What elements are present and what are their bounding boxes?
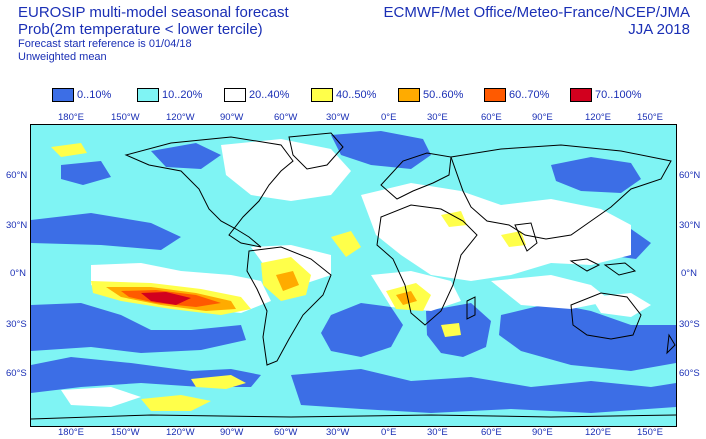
lat-tick-right: 0°N <box>681 268 697 279</box>
lon-tick-bottom: 150°E <box>637 427 663 438</box>
legend-swatch <box>398 88 420 102</box>
legend-swatch <box>52 88 74 102</box>
lon-tick-top: 30°W <box>326 112 350 123</box>
legend-item-4: 50..60% <box>398 88 463 102</box>
probability-map <box>30 124 677 427</box>
legend-item-5: 60..70% <box>484 88 549 102</box>
lon-tick-bottom: 120°E <box>585 427 611 438</box>
lat-tick-left: 60°N <box>6 170 28 181</box>
legend-item-6: 70..100% <box>570 88 641 102</box>
lon-tick-bottom: 90°W <box>220 427 244 438</box>
lat-tick-right: 30°S <box>679 319 700 330</box>
lon-tick-top: 30°E <box>427 112 448 123</box>
header-left: EUROSIP multi-model seasonal forecast Pr… <box>18 4 289 64</box>
coastlines <box>31 132 676 420</box>
lat-tick-right: 30°N <box>679 220 701 231</box>
lat-tick-left: 30°N <box>6 220 28 231</box>
title-line-2: Prob(2m temperature < lower tercile) <box>18 21 263 38</box>
header-right: ECMWF/Met Office/Meteo-France/NCEP/JMA J… <box>384 4 690 38</box>
lon-tick-top: 150°W <box>111 112 140 123</box>
legend-item-1: 10..20% <box>137 88 202 102</box>
lat-tick-right: 60°N <box>679 170 701 181</box>
low-prob-regions <box>31 131 676 413</box>
lon-tick-bottom: 180°E <box>58 427 84 438</box>
lon-tick-bottom: 60°W <box>274 427 298 438</box>
lat-tick-right: 60°S <box>679 368 700 379</box>
legend-item-2: 20..40% <box>224 88 289 102</box>
color-legend: 0..10% 10..20% 20..40% 40..50% 50..60% 6… <box>0 88 706 104</box>
legend-swatch <box>484 88 506 102</box>
lat-tick-left: 30°S <box>6 319 27 330</box>
lon-tick-top: 150°E <box>637 112 663 123</box>
lon-tick-top: 60°W <box>274 112 298 123</box>
lat-tick-left: 0°N <box>10 268 26 279</box>
lon-tick-bottom: 150°W <box>111 427 140 438</box>
legend-label: 60..70% <box>509 89 550 101</box>
legend-label: 0..10% <box>77 89 112 101</box>
lon-tick-top: 120°W <box>166 112 195 123</box>
agencies-text: ECMWF/Met Office/Meteo-France/NCEP/JMA <box>383 4 690 21</box>
legend-label: 20..40% <box>249 89 290 101</box>
legend-label: 10..20% <box>162 89 203 101</box>
lon-tick-top: 0°E <box>381 112 397 123</box>
lon-tick-top: 60°E <box>481 112 502 123</box>
lon-tick-bottom: 30°W <box>326 427 350 438</box>
lon-tick-bottom: 120°W <box>166 427 195 438</box>
map-canvas <box>31 125 676 426</box>
lon-tick-bottom: 60°E <box>481 427 502 438</box>
legend-item-0: 0..10% <box>52 88 111 102</box>
lon-tick-top: 90°E <box>532 112 553 123</box>
legend-label: 70..100% <box>595 89 642 101</box>
forecast-start-text: Forecast start reference is 01/04/18 <box>18 38 192 50</box>
lon-tick-top: 120°E <box>585 112 611 123</box>
lon-tick-top: 180°E <box>58 112 84 123</box>
legend-swatch <box>570 88 592 102</box>
lat-tick-left: 60°S <box>6 368 27 379</box>
title-line-1: EUROSIP multi-model seasonal forecast <box>18 4 289 21</box>
legend-swatch <box>224 88 246 102</box>
lon-tick-bottom: 0°E <box>381 427 397 438</box>
legend-label: 50..60% <box>423 89 464 101</box>
season-text: JJA 2018 <box>628 21 690 38</box>
weighting-text: Unweighted mean <box>18 51 107 63</box>
prob-70-100-regions <box>141 292 191 305</box>
legend-item-3: 40..50% <box>311 88 376 102</box>
legend-swatch <box>137 88 159 102</box>
lon-tick-top: 90°W <box>220 112 244 123</box>
legend-swatch <box>311 88 333 102</box>
lon-tick-bottom: 30°E <box>427 427 448 438</box>
legend-label: 40..50% <box>336 89 377 101</box>
lon-tick-bottom: 90°E <box>532 427 553 438</box>
